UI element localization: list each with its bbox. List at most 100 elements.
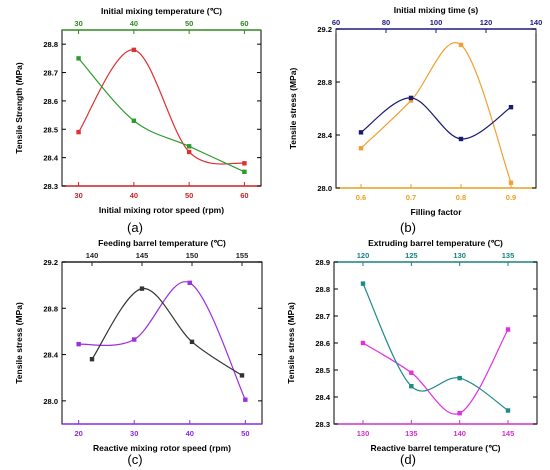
bottom-tick-label: 50 [185, 191, 193, 200]
y-tick-label: 28.8 [43, 40, 58, 49]
bottom-tick-label: 30 [130, 429, 138, 438]
top-axis-label: Feeding barrel temperature (℃) [98, 238, 226, 248]
y-tick-label: 28.5 [315, 366, 330, 375]
bottom-axis-label: Initial mixing rotor speed (rpm) [99, 205, 224, 215]
y-tick-label: 28.8 [43, 304, 58, 313]
series-line-bottom [362, 329, 509, 415]
bottom-tick-label: 140 [453, 429, 466, 438]
series-line-top [78, 57, 245, 173]
top-tick-label: 80 [382, 18, 390, 27]
data-point-top [505, 408, 511, 413]
top-axis-label: Initial mixing temperature (℃) [101, 6, 222, 16]
panel-label: (a) [127, 220, 143, 235]
plot-frame [61, 29, 262, 187]
data-point-bottom [76, 129, 81, 135]
data-point-top [409, 384, 414, 389]
y-tick-label: 28.5 [43, 125, 58, 134]
data-point-bottom [360, 340, 366, 346]
data-point-bottom [358, 146, 364, 151]
data-point-bottom [132, 337, 137, 342]
top-tick-label: 30 [74, 19, 82, 28]
data-point-bottom [186, 149, 192, 155]
data-point-bottom [458, 42, 464, 48]
bottom-tick-label: 40 [130, 191, 138, 200]
top-tick-label: 100 [430, 18, 443, 27]
top-axis-label: Extruding barrel temperature (℃) [368, 238, 503, 248]
top-tick-label: 40 [130, 19, 138, 28]
top-tick-label: 60 [332, 18, 340, 27]
top-tick-label: 140 [86, 251, 99, 260]
bottom-axis-label: Filling factor [411, 207, 463, 217]
panel-a: 28.3 28.4 28.5 28.6 28.7 28.8 30 40 50 60 30 40 50 60… [14, 6, 262, 235]
data-point-top [508, 104, 514, 110]
plot-frame [61, 261, 263, 425]
bottom-tick-label: 0.9 [506, 193, 516, 202]
data-point-bottom [457, 411, 462, 416]
y-tick-label: 28.4 [43, 154, 58, 163]
data-point-top [189, 339, 195, 345]
top-tick-label: 155 [236, 251, 249, 260]
series-line-bottom [78, 281, 246, 400]
top-tick-label: 125 [405, 251, 418, 260]
bottom-tick-label: 145 [502, 429, 515, 438]
top-tick-label: 150 [186, 251, 199, 260]
bottom-tick-label: 50 [241, 429, 249, 438]
plot-frame [335, 28, 537, 189]
panel-label: (d) [400, 452, 416, 467]
bottom-tick-label: 135 [405, 429, 418, 438]
series-line-bottom [78, 49, 245, 165]
y-tick-label: 28.7 [43, 69, 58, 78]
data-point-top [186, 144, 192, 149]
y-tick-label: 28.6 [315, 339, 330, 348]
top-tick-label: 120 [357, 251, 370, 260]
top-tick-label: 145 [136, 251, 149, 260]
bottom-tick-label: 0.8 [456, 193, 466, 202]
y-tick-label: 28.8 [315, 285, 330, 294]
y-tick-label: 29.2 [43, 258, 58, 267]
series-line-bottom [360, 42, 512, 183]
data-point-bottom [508, 180, 514, 185]
bottom-axis-label: Reactive barrel temperature (℃) [370, 443, 500, 453]
data-point-bottom [505, 327, 511, 332]
y-tick-label: 29.2 [317, 25, 332, 34]
top-axis-label: Initial mixing time (s) [394, 5, 479, 15]
panel-label: (c) [127, 452, 142, 467]
bottom-tick-label: 130 [357, 429, 370, 438]
series-line-top [91, 288, 243, 376]
data-point-bottom [187, 280, 192, 286]
bottom-tick-label: 0.7 [406, 193, 416, 202]
y-tick-label: 28.8 [317, 78, 332, 87]
data-point-top [408, 95, 414, 101]
y-tick-label: 28.6 [43, 97, 58, 106]
y-tick-label: 28.3 [315, 420, 330, 429]
y-axis-label: Tensile stress (MPa) [286, 302, 296, 384]
y-axis-label: Tensile Strength (MPa) [14, 62, 24, 154]
top-tick-label: 120 [480, 18, 493, 27]
data-point-top [139, 286, 145, 291]
data-point-top [457, 375, 462, 381]
data-point-bottom [408, 98, 414, 103]
y-axis-label: Tensile stress (MPa) [14, 302, 24, 384]
top-tick-label: 135 [502, 251, 515, 260]
top-tick-label: 130 [453, 251, 466, 260]
data-point-top [239, 373, 245, 378]
bottom-tick-label: 60 [240, 191, 248, 200]
bottom-tick-label: 20 [74, 429, 82, 438]
data-point-top [360, 281, 366, 286]
y-tick-label: 28.4 [317, 131, 332, 140]
y-tick-label: 28.0 [43, 397, 58, 406]
data-point-top [242, 169, 247, 175]
panel-b: 28.0 28.4 28.8 29.2 0.6 0.7 0.8 0.9 60 80 100 120 14… [288, 5, 542, 235]
data-point-bottom [409, 370, 414, 375]
bottom-axis-label: Reactive mixing rotor speed (rpm) [93, 443, 231, 453]
data-point-bottom [131, 47, 137, 53]
panel-d: 28.3 28.4 28.5 28.6 28.7 28.8 28.9 130 135 140 145… [286, 238, 538, 467]
y-tick-label: 28.0 [317, 184, 332, 193]
data-point-bottom [243, 397, 248, 402]
top-tick-label: 140 [530, 18, 543, 27]
y-axis-label: Tensile stress (MPa) [288, 68, 298, 150]
series-line-top [360, 97, 512, 140]
panel-label: (b) [400, 220, 416, 235]
bottom-tick-label: 0.6 [356, 193, 366, 202]
